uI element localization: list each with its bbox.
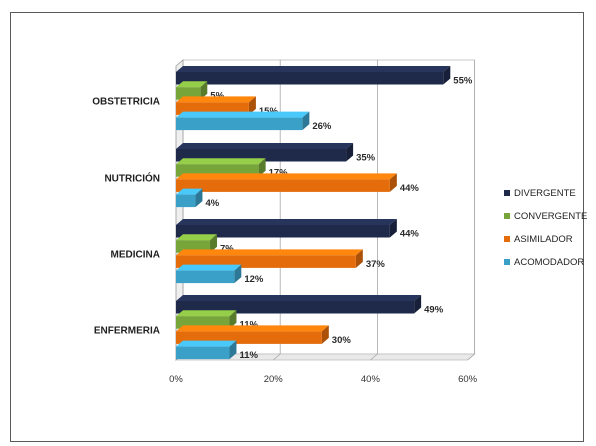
bar-end-face (200, 81, 208, 100)
x-tick-label: 20% (264, 374, 284, 385)
data-label: 26% (312, 121, 332, 132)
legend-label: CONVERGENTE (514, 211, 587, 222)
bar-end-face (321, 325, 329, 344)
data-label: 4% (205, 198, 219, 209)
data-label: 44% (400, 229, 420, 240)
legend-label: DIVERGENTE (514, 188, 576, 199)
bar-top-face (176, 158, 266, 165)
bar-top-face (176, 111, 310, 118)
bar-end-face (355, 249, 363, 268)
bar-end-face (443, 66, 451, 85)
bar-end-face (389, 173, 397, 192)
bar-top-face (176, 219, 397, 225)
legend-swatch (504, 213, 510, 219)
bar-end-face (346, 143, 354, 162)
bar-top-face (176, 264, 242, 271)
legend-swatch (504, 259, 510, 265)
bar-top-face (176, 234, 218, 241)
bar-top-face (176, 188, 203, 195)
gridline-floor (467, 353, 475, 361)
data-label: 7% (220, 244, 234, 255)
category-label: ENFERMERIA (94, 325, 160, 336)
bar-top-face (176, 81, 208, 88)
bar-end-face (234, 264, 242, 284)
bar (176, 346, 230, 360)
bar-end-face (195, 188, 203, 208)
legend-label: ACOMODADOR (514, 257, 584, 268)
legend-label: ASIMILADOR (514, 234, 573, 245)
bar (176, 270, 235, 284)
bar-end-face (302, 111, 310, 131)
data-label: 5% (210, 91, 224, 102)
bar (176, 72, 444, 85)
data-label: 11% (239, 350, 258, 361)
bar-end-face (210, 234, 218, 253)
data-label: 12% (244, 274, 264, 285)
legend-swatch (504, 236, 510, 242)
data-label: 44% (400, 183, 420, 194)
data-label: 37% (366, 259, 386, 270)
bar-end-face (229, 310, 237, 329)
bar-top-face (176, 249, 363, 256)
bar-top-face (176, 96, 256, 103)
x-tick-label: 40% (361, 374, 381, 385)
bar (176, 179, 390, 192)
data-label: 11% (239, 320, 258, 331)
data-label: 55% (453, 76, 473, 87)
x-tick-label: 0% (169, 374, 183, 385)
gridline-floor (370, 353, 378, 361)
gridline-floor (272, 353, 281, 361)
data-label: 17% (269, 168, 289, 179)
bar-end-face (414, 295, 422, 314)
category-label: NUTRICIÓN (104, 171, 160, 184)
x-tick-label: 60% (458, 374, 478, 385)
data-label: 35% (356, 153, 376, 164)
bar-top-face (176, 173, 397, 180)
bar-end-face (229, 340, 237, 360)
category-label: MEDICINA (111, 249, 160, 260)
bar-end-face (389, 219, 397, 238)
data-label: 30% (332, 335, 352, 346)
bar-top-face (176, 340, 237, 347)
bar-end-face (248, 96, 256, 115)
bar (176, 225, 390, 238)
bar (176, 117, 303, 131)
legend-swatch (504, 190, 510, 196)
bar (176, 194, 196, 208)
bar-top-face (176, 325, 329, 332)
bar-top-face (176, 295, 422, 301)
data-label: 15% (259, 106, 279, 117)
bar-top-face (176, 143, 354, 149)
bar-top-face (176, 66, 451, 72)
bar-top-face (176, 310, 237, 317)
data-label: 49% (424, 305, 444, 316)
category-label: OBSTETRICIA (92, 96, 160, 107)
bar-end-face (258, 158, 266, 177)
